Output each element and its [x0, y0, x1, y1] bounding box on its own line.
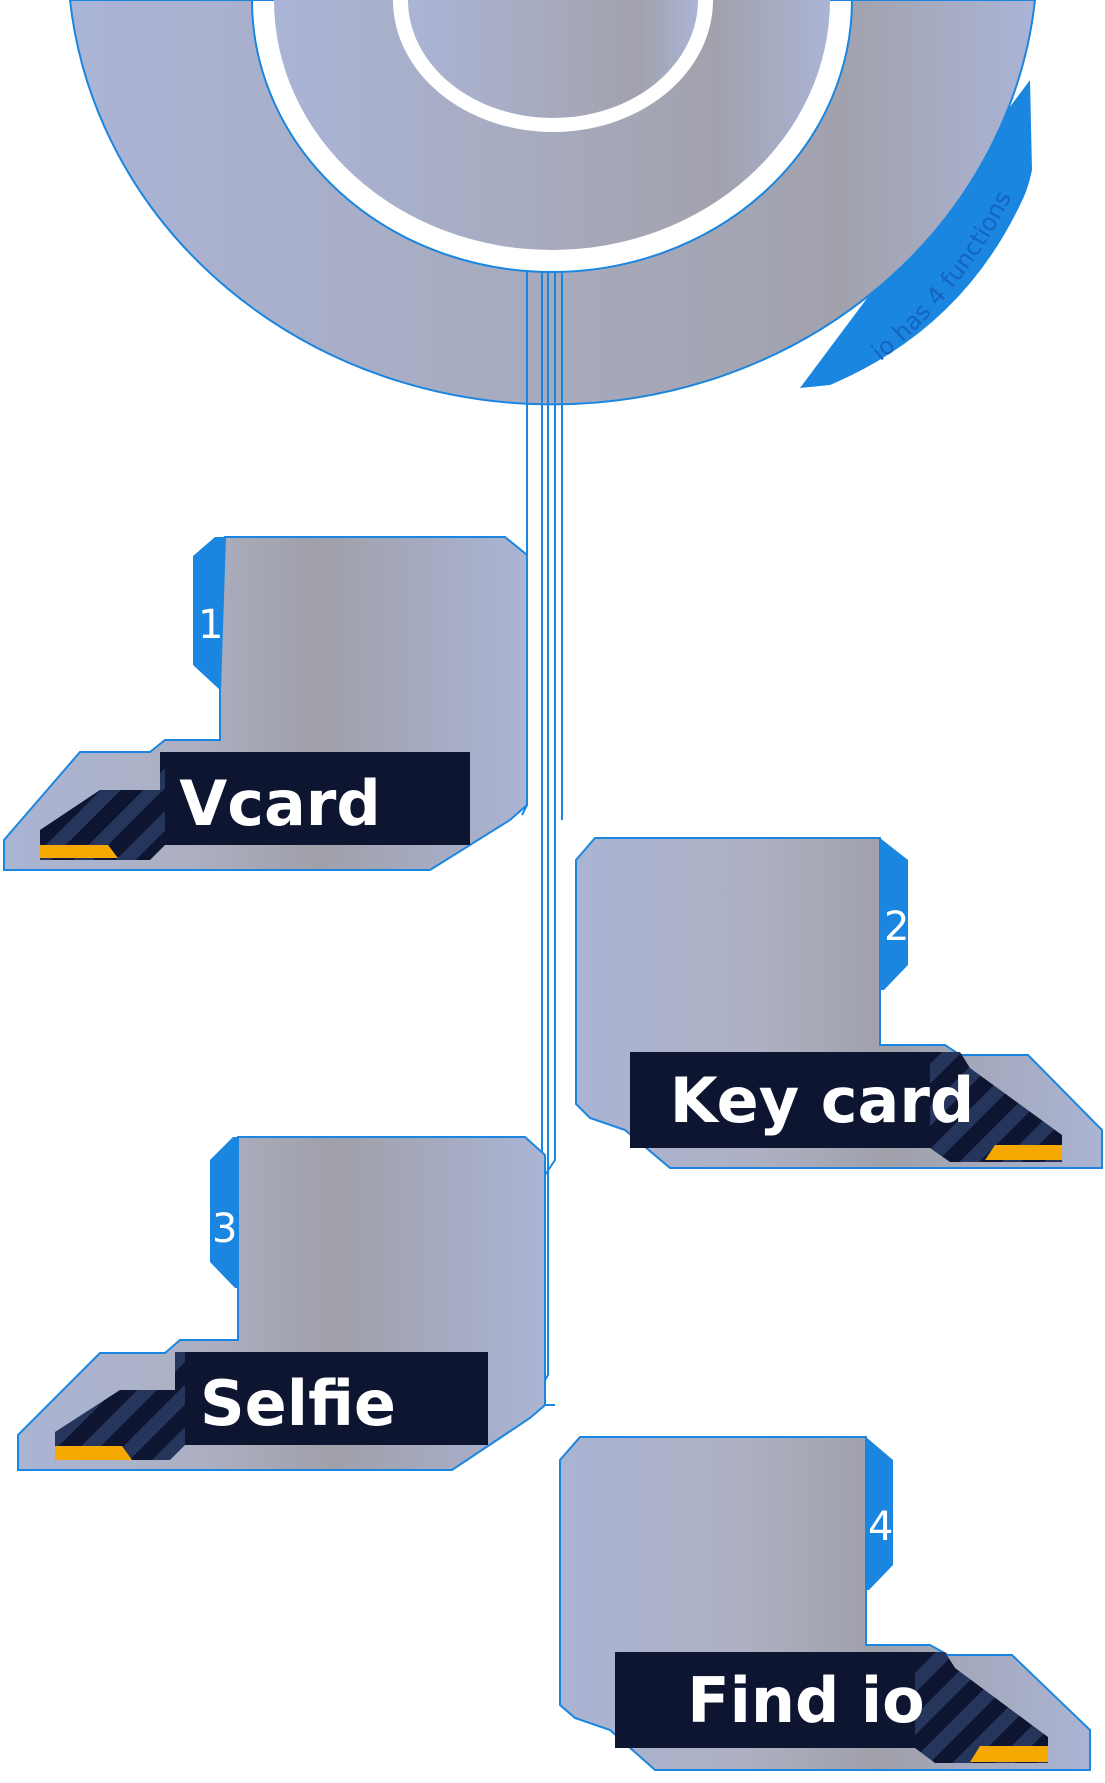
function-card-2[interactable]: 2 Key card: [575, 837, 1103, 1169]
card-number-4: 4: [868, 1504, 893, 1550]
card-label-2: Key card: [670, 1064, 975, 1137]
highlight-1: [40, 845, 118, 858]
card-label-4: Find io: [687, 1664, 925, 1737]
card-label-1: Vcard: [179, 767, 381, 840]
label-plate-4-solid-b: [615, 1652, 915, 1748]
card-tab-3: [210, 1137, 238, 1288]
card-tab-4: [866, 1437, 893, 1590]
label-plate-1-solid: [165, 752, 470, 845]
central-disc: io has 4 functions: [68, 0, 1037, 406]
function-card-3[interactable]: 3 Selfie: [17, 1136, 546, 1471]
label-plate-2-solid-b: [630, 1052, 930, 1148]
card-number-2: 2: [884, 904, 909, 950]
inner-hub-fill: [408, 0, 698, 118]
highlight-4: [970, 1746, 1048, 1762]
highlight-2: [985, 1145, 1062, 1160]
card-label-3: Selfie: [200, 1367, 396, 1440]
card-number-3: 3: [212, 1206, 237, 1252]
label-plate-3-solid: [185, 1352, 488, 1445]
card-tab-2: [880, 838, 908, 990]
highlight-3: [55, 1446, 132, 1460]
card-tab-1: [193, 537, 225, 690]
function-card-4[interactable]: 4 Find io: [559, 1436, 1091, 1771]
function-card-1[interactable]: 1 Vcard: [3, 536, 528, 871]
card-number-1: 1: [198, 602, 223, 648]
